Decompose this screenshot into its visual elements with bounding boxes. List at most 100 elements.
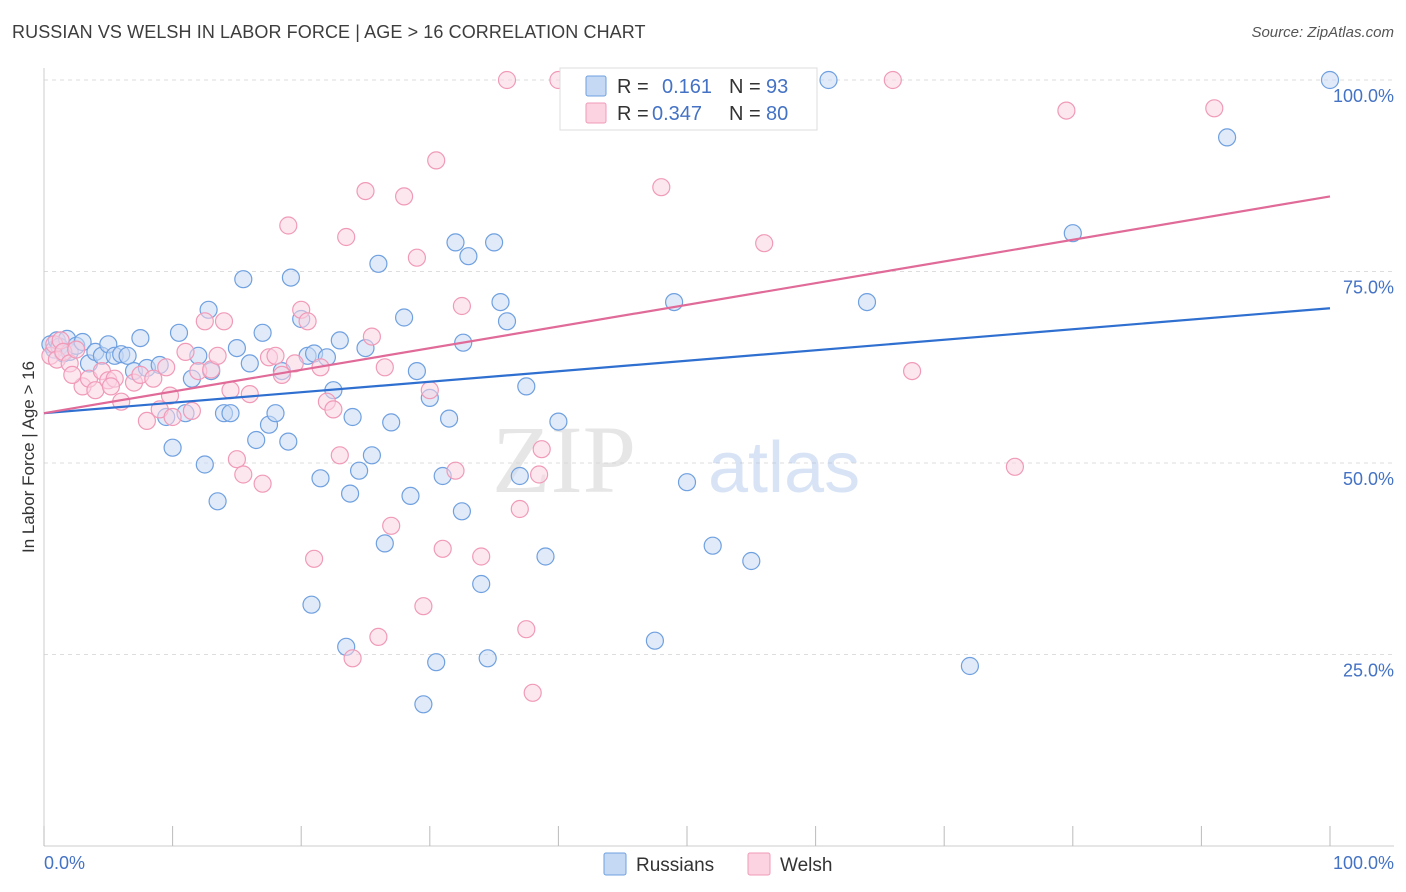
stats-n-value-russians: 93 (766, 76, 788, 98)
trendline-russians (43, 307, 1331, 415)
russians-point (375, 534, 394, 553)
russians-point (703, 536, 722, 555)
welsh-point (510, 499, 529, 519)
welsh-point (157, 358, 176, 377)
russians-point (247, 430, 266, 450)
russians-point (857, 293, 877, 312)
legend-swatch-russians (603, 852, 627, 876)
y-axis-label: In Labor Force | Age > 16 (19, 361, 38, 553)
russians-point (240, 354, 259, 373)
russians-point (485, 233, 504, 252)
watermark-atlas: atlas (708, 428, 860, 508)
welsh-point (1005, 457, 1025, 476)
russians-point (234, 270, 253, 289)
welsh-point (163, 407, 182, 427)
welsh-point (176, 342, 195, 361)
welsh-point (517, 620, 536, 639)
welsh-point (279, 216, 298, 235)
legend-label-russians: Russians (636, 855, 714, 876)
russians-point (362, 446, 381, 465)
welsh-point (395, 187, 414, 206)
welsh-point (298, 312, 317, 331)
welsh-point (137, 411, 156, 430)
russians-point (960, 656, 980, 676)
welsh-point (902, 362, 922, 381)
russians-point (1217, 128, 1237, 147)
welsh-point (253, 474, 272, 493)
russians-point (131, 329, 150, 348)
russians-point (510, 466, 529, 486)
russians-point (497, 312, 517, 331)
welsh-point (337, 227, 356, 247)
welsh-point (195, 312, 214, 331)
russians-point (118, 346, 137, 365)
russians-point (1320, 70, 1340, 90)
y-tick-label-50: 50.0% (1343, 469, 1394, 489)
russians-point (302, 595, 321, 614)
welsh-point (208, 346, 227, 365)
welsh-point (305, 549, 324, 568)
russians-point (446, 233, 465, 252)
welsh-point (330, 446, 349, 465)
welsh-point (240, 385, 259, 404)
stats-n-label-russians: N = (729, 76, 761, 98)
welsh-point (1057, 101, 1076, 120)
welsh-point (324, 400, 343, 419)
y-tick-label-25: 25.0% (1343, 661, 1394, 681)
y-tick-labels: 25.0% 50.0% 75.0% 100.0% (1333, 86, 1394, 681)
chart-source: Source: ZipAtlas.com (1251, 24, 1394, 41)
russians-point (478, 649, 497, 668)
welsh-point (414, 597, 433, 616)
x-ticks (43, 826, 1331, 846)
welsh-point (529, 465, 549, 484)
russians-point (472, 574, 491, 594)
welsh-point (523, 683, 542, 702)
welsh-point (369, 627, 388, 647)
welsh-point (532, 440, 551, 459)
russians-point (227, 339, 246, 358)
welsh-point (420, 381, 439, 400)
russians-point (401, 486, 420, 505)
x-tick-label-0: 0.0% (44, 853, 85, 873)
russians-point (459, 247, 478, 266)
russians-point (742, 551, 761, 571)
stats-n-label-welsh: N = (729, 103, 761, 125)
legend-label-welsh: Welsh (780, 855, 832, 876)
welsh-point (182, 401, 201, 420)
russians-point (311, 469, 330, 488)
russians-point (677, 473, 697, 492)
stats-r-value-russians: 0.161 (662, 76, 712, 98)
welsh-point (883, 70, 902, 90)
series-welsh (41, 70, 1224, 702)
welsh-point (433, 539, 452, 558)
russians-point (279, 432, 298, 451)
chart-title: RUSSIAN VS WELSH IN LABOR FORCE | AGE > … (12, 22, 646, 42)
welsh-point (382, 516, 401, 535)
bottom-legend: Russians Welsh (603, 852, 832, 876)
welsh-point (221, 381, 240, 400)
russians-point (536, 547, 555, 566)
welsh-point (1205, 99, 1224, 118)
welsh-point (446, 461, 465, 480)
russians-point (414, 695, 433, 714)
welsh-point (144, 369, 163, 388)
stats-n-value-welsh: 80 (766, 103, 788, 125)
welsh-point (472, 547, 491, 566)
welsh-point (356, 182, 375, 201)
russians-point (163, 438, 182, 457)
welsh-point (452, 296, 471, 316)
welsh-point (67, 340, 86, 359)
russians-point (1063, 224, 1082, 243)
stats-r-label-welsh: R = (617, 103, 649, 125)
russians-point (452, 502, 471, 521)
russians-point (266, 404, 285, 423)
russians-point (645, 631, 665, 650)
russians-point (440, 409, 459, 428)
russians-point (350, 461, 369, 480)
russians-point (221, 404, 240, 423)
stats-swatch-russians (585, 75, 607, 97)
welsh-point (755, 234, 774, 253)
russians-point (395, 308, 414, 327)
russians-point (382, 413, 401, 432)
